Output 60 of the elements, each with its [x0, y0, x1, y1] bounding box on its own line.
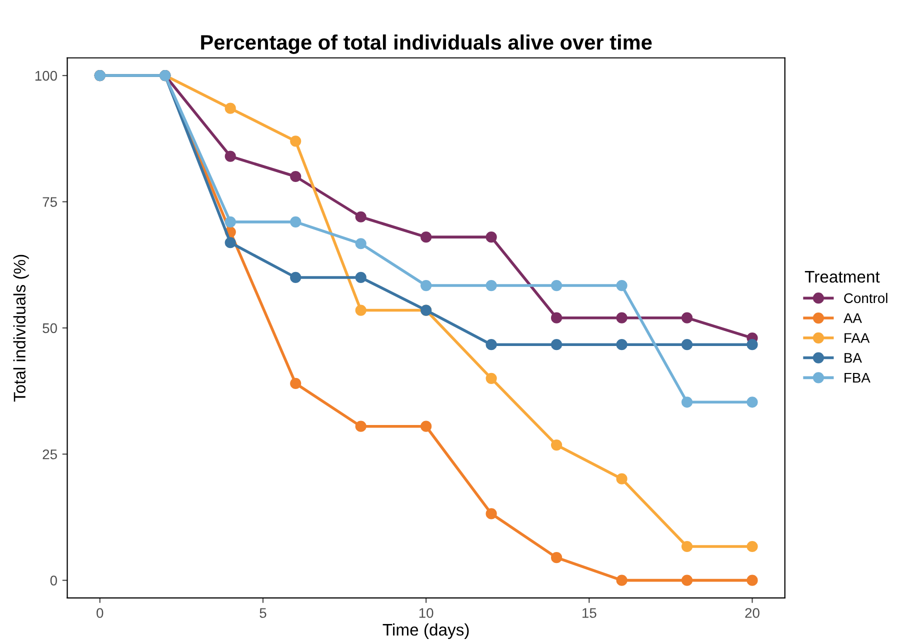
y-tick-label: 75	[42, 197, 57, 207]
legend-label: FAA	[844, 333, 870, 343]
point	[550, 339, 562, 350]
y-axis-title: Total individuals (%)	[13, 254, 29, 402]
chart-title: Percentage of total individuals alive over time	[201, 34, 652, 54]
point	[616, 574, 628, 586]
x-axis-title: Time (days)	[382, 623, 469, 639]
legend-title: Treatment	[804, 271, 880, 283]
point	[746, 339, 758, 350]
legend-label: FBA	[844, 372, 870, 383]
x-tick-label: 15	[582, 608, 596, 618]
point	[290, 378, 302, 390]
point	[746, 540, 758, 552]
point	[550, 439, 562, 451]
point	[355, 304, 366, 316]
point	[486, 232, 497, 243]
point	[355, 211, 366, 222]
legend-label: Control	[844, 292, 888, 304]
point	[290, 136, 302, 147]
point	[290, 216, 302, 228]
point	[355, 420, 366, 432]
y-tick-label: 0	[50, 576, 58, 586]
point	[420, 420, 432, 432]
point	[355, 272, 366, 284]
y-tick-label: 25	[42, 449, 57, 460]
point	[355, 238, 366, 250]
point	[746, 574, 758, 586]
point	[681, 396, 693, 408]
point	[420, 280, 432, 292]
point	[224, 216, 236, 228]
point	[420, 232, 432, 243]
legend-label: BA	[844, 353, 862, 363]
x-tick-label: 10	[419, 608, 434, 618]
point	[486, 339, 497, 350]
point	[550, 280, 562, 292]
point	[550, 552, 562, 564]
legend-label: AA	[843, 313, 862, 323]
point	[681, 339, 693, 350]
point	[224, 102, 236, 114]
y-tick-label: 100	[35, 70, 58, 81]
point	[486, 280, 497, 292]
point	[681, 312, 693, 324]
point	[290, 170, 302, 182]
x-tick-label: 0	[96, 608, 104, 618]
point	[616, 339, 628, 350]
point	[486, 508, 497, 520]
point	[616, 312, 628, 324]
point	[681, 540, 693, 552]
point	[290, 272, 302, 284]
point	[746, 396, 758, 408]
x-tick-label: 20	[745, 608, 760, 618]
point	[550, 312, 562, 324]
point	[616, 280, 628, 292]
point	[616, 473, 628, 484]
point	[486, 372, 497, 384]
point	[224, 237, 236, 248]
y-tick-label: 50	[42, 323, 58, 334]
point	[224, 150, 236, 162]
point	[681, 574, 693, 586]
x-tick-label: 5	[260, 608, 266, 618]
